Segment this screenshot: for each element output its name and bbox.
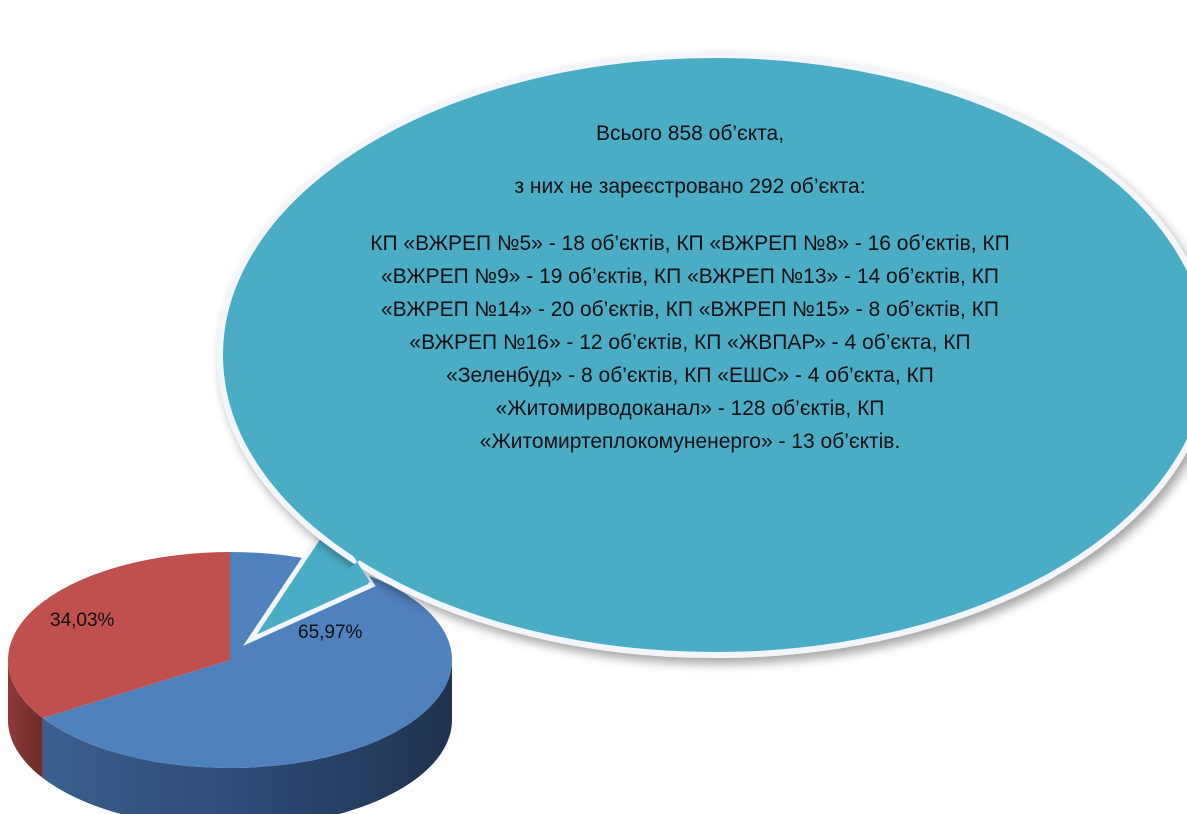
slice-label-1: 34,03% (50, 610, 115, 631)
pie-slice-1 (8, 552, 231, 719)
callout-details: КП «ВЖРЕП №5» - 18 об’єктів, КП «ВЖРЕП №… (370, 231, 1010, 453)
pie-side-0 (42, 660, 452, 814)
callout-total: Всього 858 об’єкта, (595, 122, 785, 145)
pie-slice-0 (42, 552, 452, 768)
callout-text: Всього 858 об’єкта, з них не зареєстрова… (330, 120, 1050, 458)
callout-body (217, 52, 1187, 658)
callout-unregistered: з них не зареєстровано 292 об’єкта: (514, 175, 866, 199)
pie-side-1 (7, 660, 43, 779)
slice-label-0: 65,97% (298, 622, 363, 643)
